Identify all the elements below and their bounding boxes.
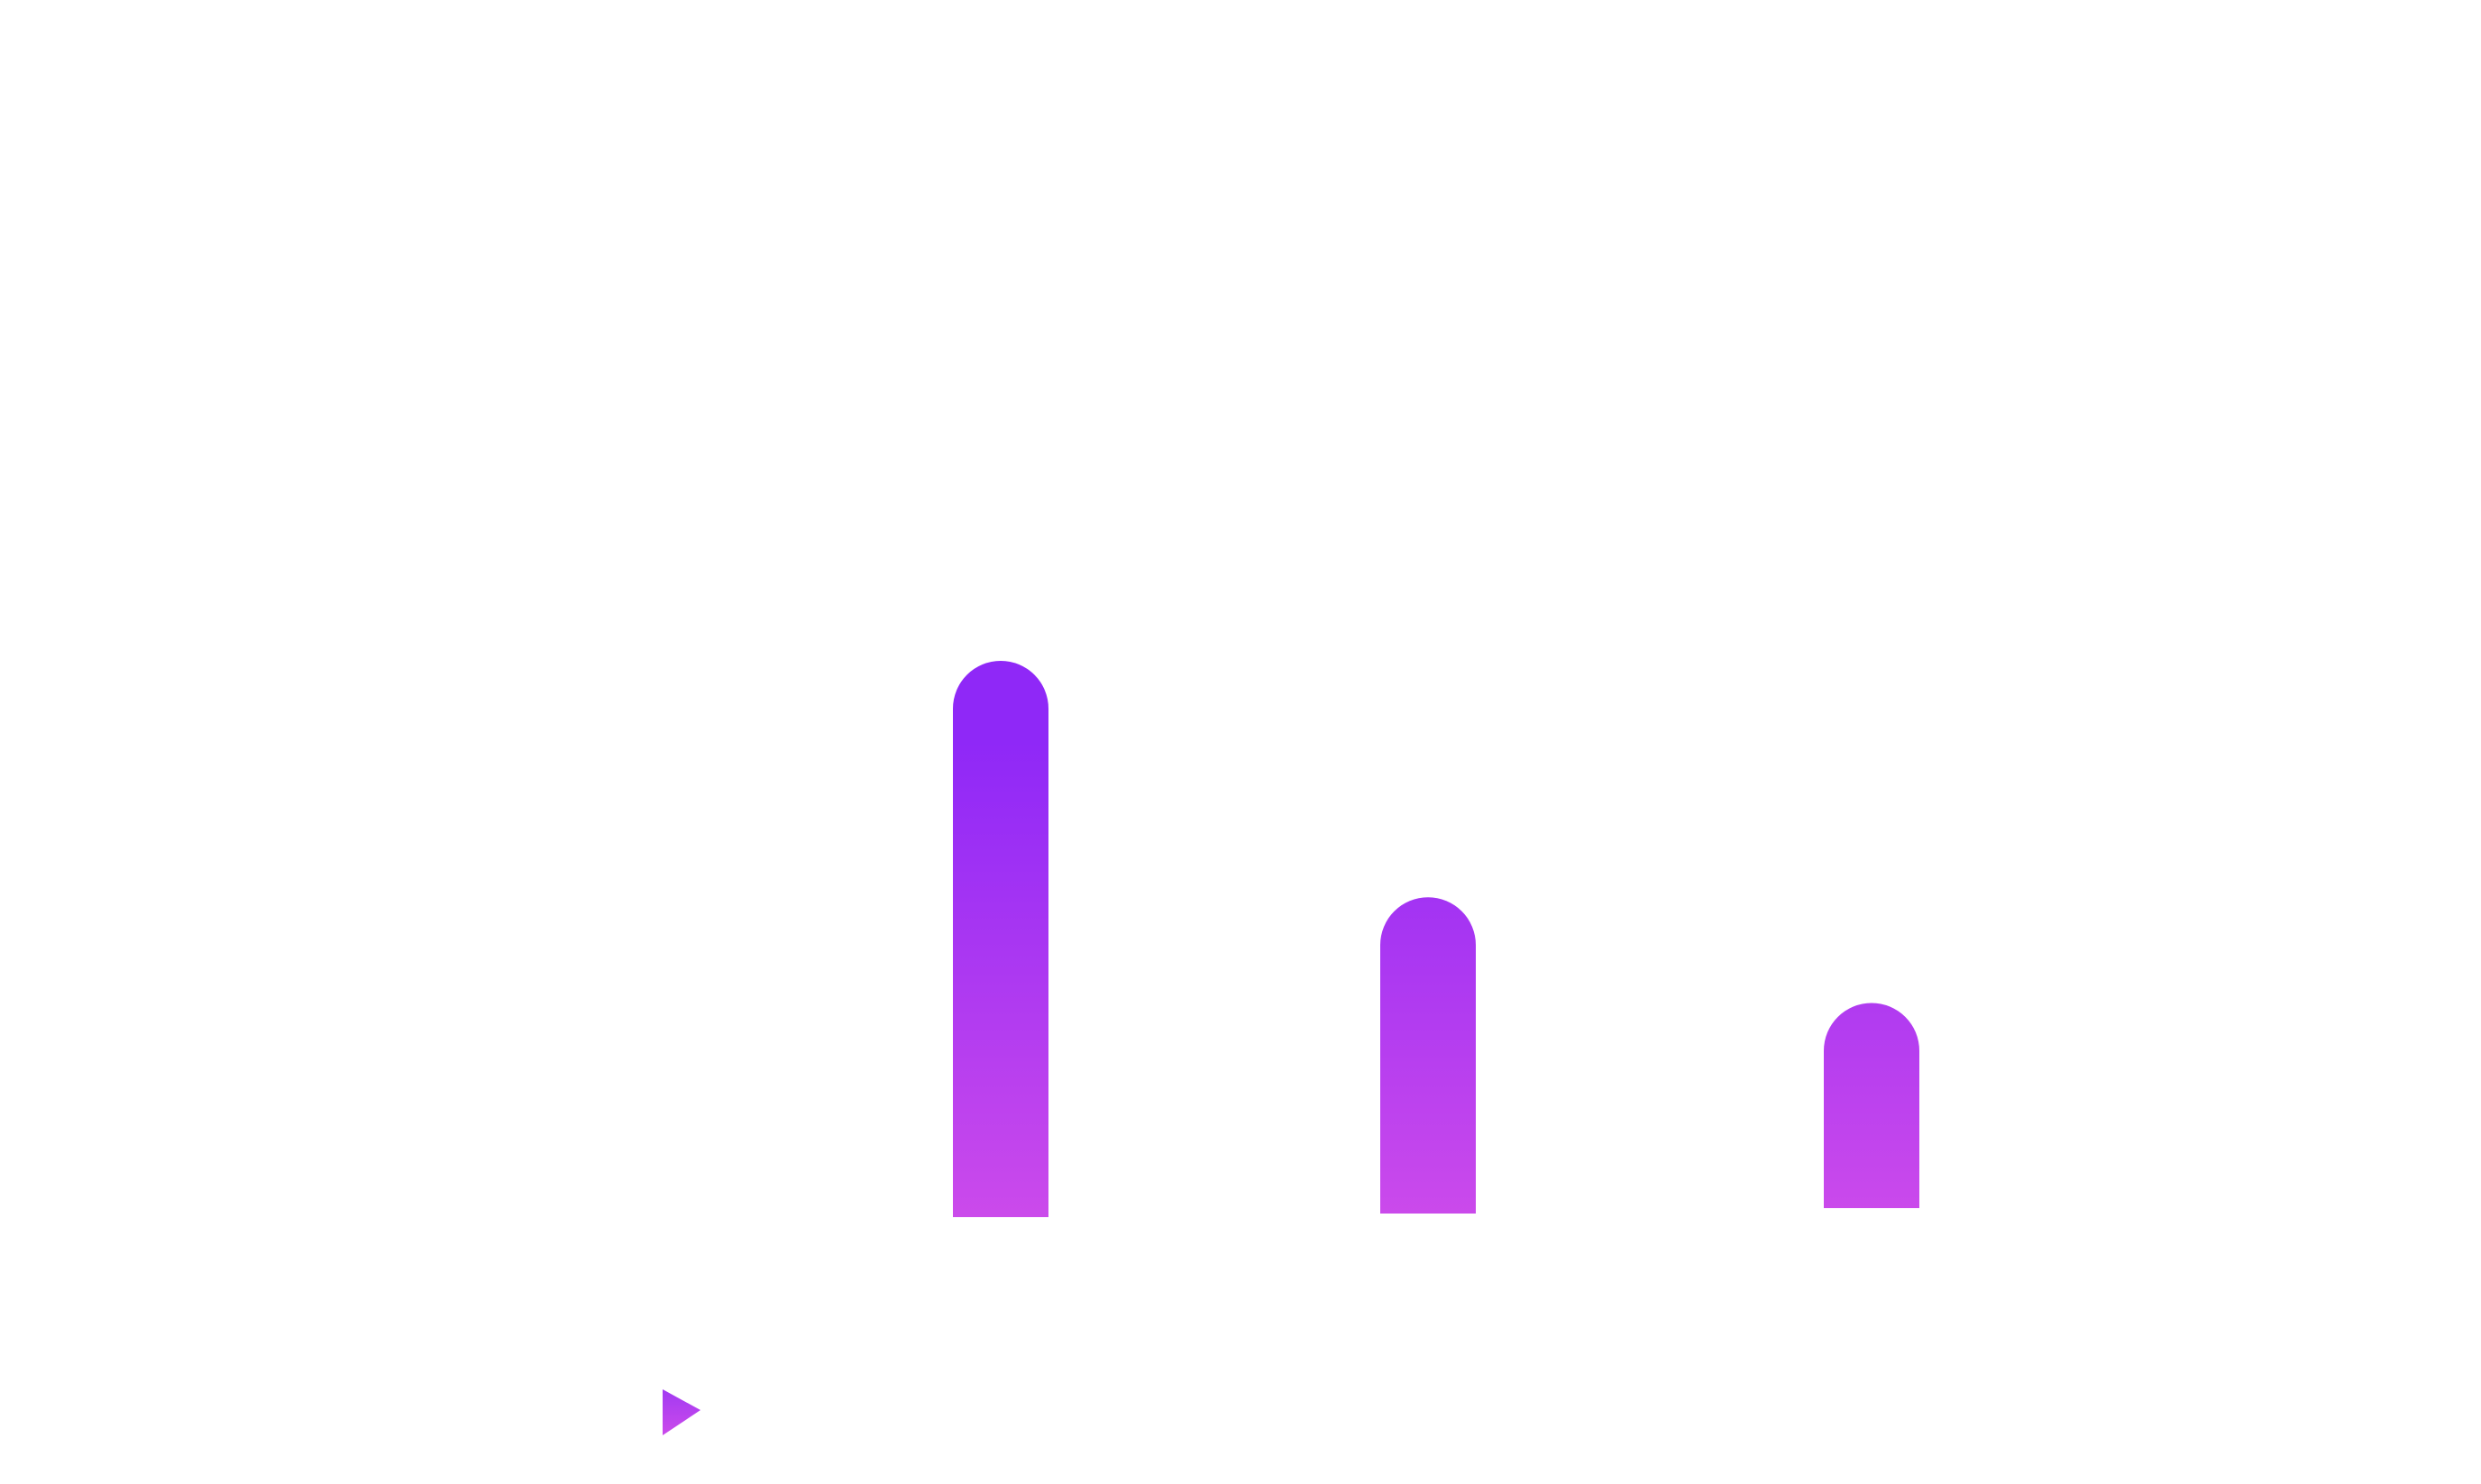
legend-marker-group [663,1389,700,1435]
play-triangle-icon [663,1389,700,1435]
bars-group [953,661,1919,1217]
bar-3 [1824,1003,1919,1208]
bar-2 [1380,897,1476,1214]
bar-1 [953,661,1048,1217]
